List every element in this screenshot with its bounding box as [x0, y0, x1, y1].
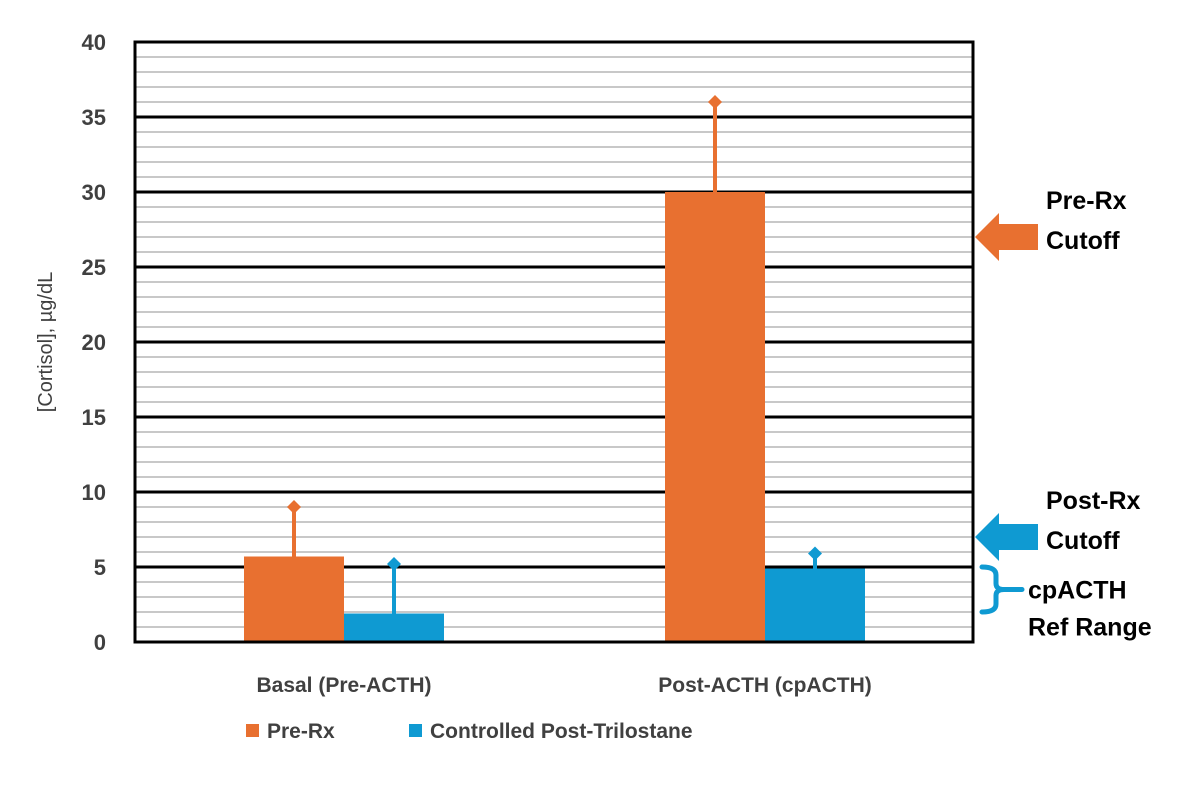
y-tick-label: 40 [82, 30, 106, 55]
ref-range-label: cpACTH [1028, 577, 1127, 605]
bar-1-1 [765, 568, 865, 642]
legend-label: Pre-Rx [267, 720, 335, 743]
error-diamond-marker [708, 95, 722, 109]
bar-1-0 [344, 613, 444, 642]
ref-range-bracket-icon [979, 564, 1005, 615]
error-diamond-marker [287, 500, 301, 514]
y-tick-label: 0 [94, 630, 106, 655]
ref-range-label: Ref Range [1028, 614, 1152, 642]
legend-swatch [409, 724, 422, 737]
error-diamond-marker [387, 557, 401, 571]
x-axis-categories: Basal (Pre-ACTH) Post-ACTH (cpACTH) [256, 674, 871, 697]
annotations: Pre-Rx Cutoff Post-Rx Cutoff cpACTH Ref Range [975, 187, 1152, 642]
legend-label: Controlled Post-Trilostane [430, 720, 693, 743]
y-tick-label: 10 [82, 480, 106, 505]
y-axis-label: [Cortisol], µg/dL [35, 272, 57, 412]
x-category-label: Basal (Pre-ACTH) [256, 674, 431, 697]
error-diamond-marker [808, 546, 822, 561]
legend-swatch [246, 724, 259, 737]
cutoff-arrow-icon [975, 513, 1038, 561]
plot-frame [133, 40, 975, 644]
y-tick-label: 20 [82, 330, 106, 355]
minor-gridlines [135, 56, 973, 628]
y-tick-label: 5 [94, 555, 106, 580]
error-bars [287, 95, 822, 614]
cutoff-label: Post-Rx [1046, 487, 1141, 515]
cutoff-label: Pre-Rx [1046, 187, 1127, 215]
y-axis-ticks: 0 5 10 15 20 25 30 35 40 [82, 30, 106, 655]
cutoff-arrow-icon [975, 213, 1038, 261]
bar-0-0 [244, 556, 344, 642]
cutoff-label: Cutoff [1046, 527, 1120, 555]
y-tick-label: 30 [82, 180, 106, 205]
x-category-label: Post-ACTH (cpACTH) [658, 674, 871, 697]
cutoff-label: Cutoff [1046, 227, 1120, 255]
bar-0-1 [665, 192, 765, 642]
y-tick-label: 35 [82, 105, 106, 130]
bars [244, 192, 865, 642]
y-tick-label: 25 [82, 255, 106, 280]
legend: Pre-Rx Controlled Post-Trilostane [246, 720, 693, 743]
y-tick-label: 15 [82, 405, 106, 430]
